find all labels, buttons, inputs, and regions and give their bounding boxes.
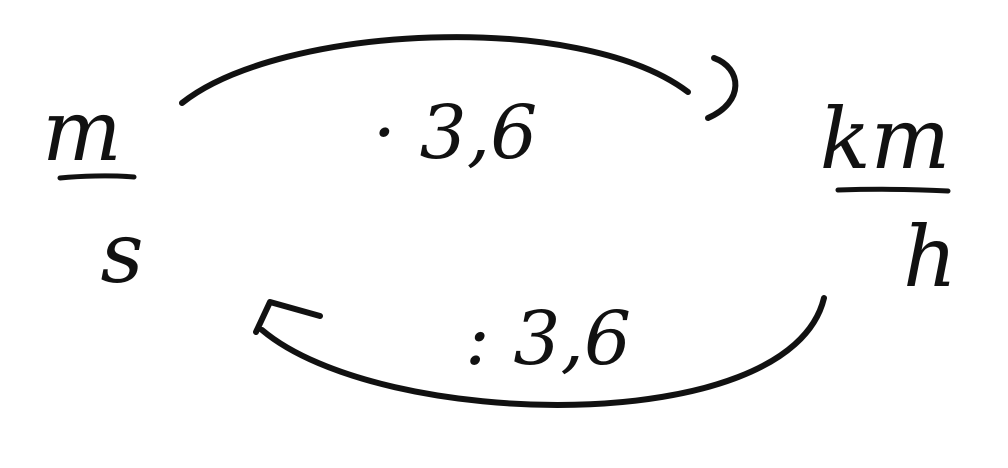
left-unit-fraction: m s: [42, 82, 143, 302]
right-fraction-bar: [835, 186, 951, 194]
left-unit-denominator: s: [100, 204, 143, 302]
divide-label: : 3,6: [465, 296, 631, 382]
top-arrowhead: [705, 55, 739, 121]
left-unit-numerator: m: [42, 82, 122, 180]
right-unit-fraction: km h: [820, 90, 957, 306]
top-arc: [179, 34, 691, 106]
bottom-conversion-arrow: : 3,6: [253, 295, 827, 408]
right-unit-numerator: km: [820, 90, 951, 188]
bottom-arc: [259, 295, 827, 408]
multiply-label: · 3,6: [373, 90, 538, 176]
right-unit-denominator: h: [903, 208, 957, 306]
top-conversion-arrow: · 3,6: [179, 34, 739, 176]
left-fraction-bar: [57, 173, 137, 181]
bottom-arrowhead: [253, 299, 323, 335]
